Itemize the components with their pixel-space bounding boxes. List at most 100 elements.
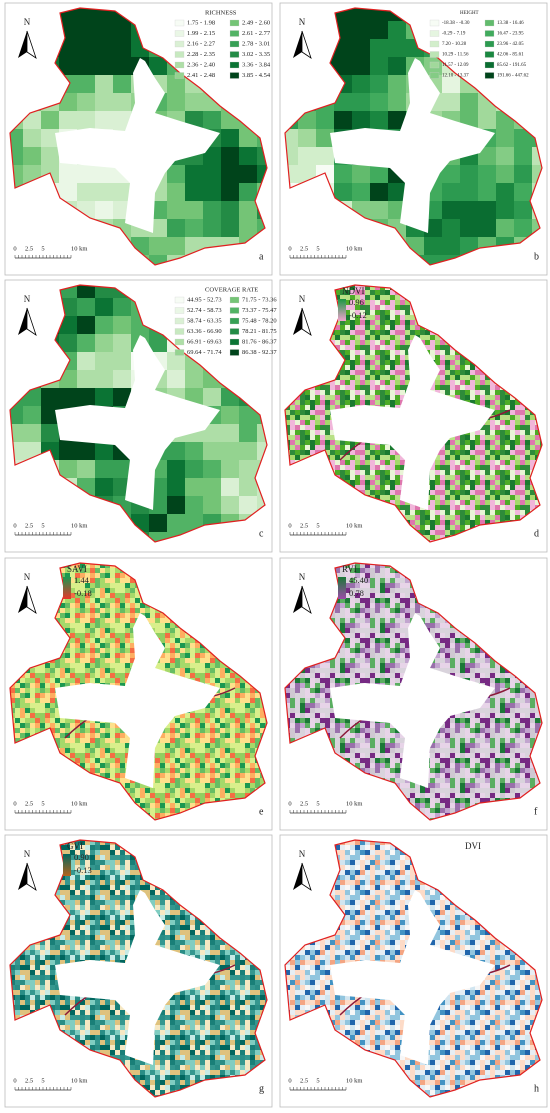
legend-label: 66.91 - 69.63 xyxy=(187,338,222,345)
map-cell xyxy=(334,165,353,184)
scale-label: 5 xyxy=(41,245,44,252)
map-cell xyxy=(113,183,132,202)
map-cell xyxy=(239,165,258,184)
legend-swatch xyxy=(229,328,240,335)
map-cell xyxy=(352,165,371,184)
legend-title: RICHNESS xyxy=(205,9,237,16)
legend-label: 73.37 - 75.47 xyxy=(242,307,277,314)
north-arrow xyxy=(26,585,37,614)
map-cell xyxy=(257,442,267,461)
map-cell xyxy=(167,237,186,256)
legend-swatch xyxy=(174,61,185,69)
map-cell xyxy=(514,165,533,184)
legend-swatch xyxy=(174,296,185,304)
map-cell xyxy=(113,21,132,40)
north-label: N xyxy=(24,17,31,27)
map-cell xyxy=(113,39,132,58)
map-cell xyxy=(388,183,407,202)
map-cell xyxy=(460,183,479,202)
map-cell xyxy=(95,478,114,497)
north-arrow xyxy=(301,862,312,891)
legend-label: 75.48 - 78.20 xyxy=(242,317,277,324)
panel-letter: b xyxy=(534,251,539,262)
map-cell xyxy=(221,129,240,148)
map-cell xyxy=(221,183,240,202)
legend-swatch xyxy=(174,317,185,325)
map-cell xyxy=(442,183,461,202)
scale-label: 10 km xyxy=(346,1077,362,1084)
legend-swatch xyxy=(229,72,240,79)
legend-title: NDVI xyxy=(342,286,365,296)
scale-label: 10 km xyxy=(346,522,362,529)
map-cell xyxy=(167,201,186,220)
north-arrow xyxy=(18,863,27,890)
map-cell xyxy=(95,370,114,389)
map-cell xyxy=(478,219,497,238)
map-cell xyxy=(257,496,267,515)
map-cell xyxy=(41,147,60,166)
legend-label: 2.28 - 2.35 xyxy=(187,51,215,58)
legend-label: 191.66 - 447.62 xyxy=(497,74,529,79)
map-cell xyxy=(41,424,60,443)
scale-label: 2.5 xyxy=(25,800,33,807)
map-cell xyxy=(352,8,371,22)
north-arrow xyxy=(26,307,37,336)
legend-label: 7.20 - 10.28 xyxy=(442,42,467,47)
map-cell xyxy=(149,514,168,533)
legend-ramp xyxy=(63,854,71,876)
legend-label: 69.64 - 71.74 xyxy=(187,349,222,356)
map-cell xyxy=(257,219,267,238)
map-cell xyxy=(23,147,42,166)
map-cell xyxy=(59,93,78,112)
scale-label: 0 xyxy=(13,245,16,252)
map-cell xyxy=(334,111,353,130)
map-cell xyxy=(496,183,515,202)
no-data-area xyxy=(55,335,220,510)
map-cell xyxy=(370,165,389,184)
legend-min: -0.13 xyxy=(74,865,92,875)
legend-label: 52.74 - 58.73 xyxy=(187,307,222,314)
legend-swatch xyxy=(484,30,495,37)
map-cell xyxy=(41,388,60,407)
panel-letter: h xyxy=(534,1083,539,1094)
map-cell xyxy=(352,75,371,94)
map-cell xyxy=(167,478,186,497)
map-cell xyxy=(167,496,186,515)
scale-label: 5 xyxy=(41,522,44,529)
legend-swatch xyxy=(174,51,185,58)
map-cell xyxy=(59,57,78,76)
map-cell xyxy=(59,442,78,461)
map-cell xyxy=(496,147,515,166)
map-cell xyxy=(167,370,186,389)
map-cell xyxy=(203,424,222,443)
scale-label: 0 xyxy=(288,1077,291,1084)
map-cell xyxy=(460,93,479,112)
map-cell xyxy=(167,165,186,184)
legend-swatch xyxy=(229,317,240,325)
map-cell xyxy=(95,388,114,407)
map-cell xyxy=(167,75,186,94)
map-cell xyxy=(239,460,258,479)
legend-swatch xyxy=(429,51,440,58)
north-arrow xyxy=(293,308,302,335)
map-cell xyxy=(77,352,96,371)
map-cell xyxy=(221,460,240,479)
legend-label: 1.99 - 2.15 xyxy=(187,30,215,37)
scale-label: 0 xyxy=(288,245,291,252)
legend-swatch xyxy=(484,51,495,58)
map-cell xyxy=(113,316,132,335)
boundary xyxy=(284,562,543,821)
map-cell xyxy=(113,93,132,112)
map-cell xyxy=(442,201,461,220)
scale-label: 5 xyxy=(316,800,319,807)
legend-label: 2.16 - 2.27 xyxy=(187,40,216,47)
legend-min: -0.18 xyxy=(74,588,92,598)
map-cell xyxy=(478,183,497,202)
map-cell xyxy=(149,532,168,542)
north-arrow xyxy=(293,863,302,890)
map-cell xyxy=(285,147,299,166)
map-cell xyxy=(388,21,407,40)
map-cell xyxy=(95,57,114,76)
legend-swatch xyxy=(174,72,185,79)
